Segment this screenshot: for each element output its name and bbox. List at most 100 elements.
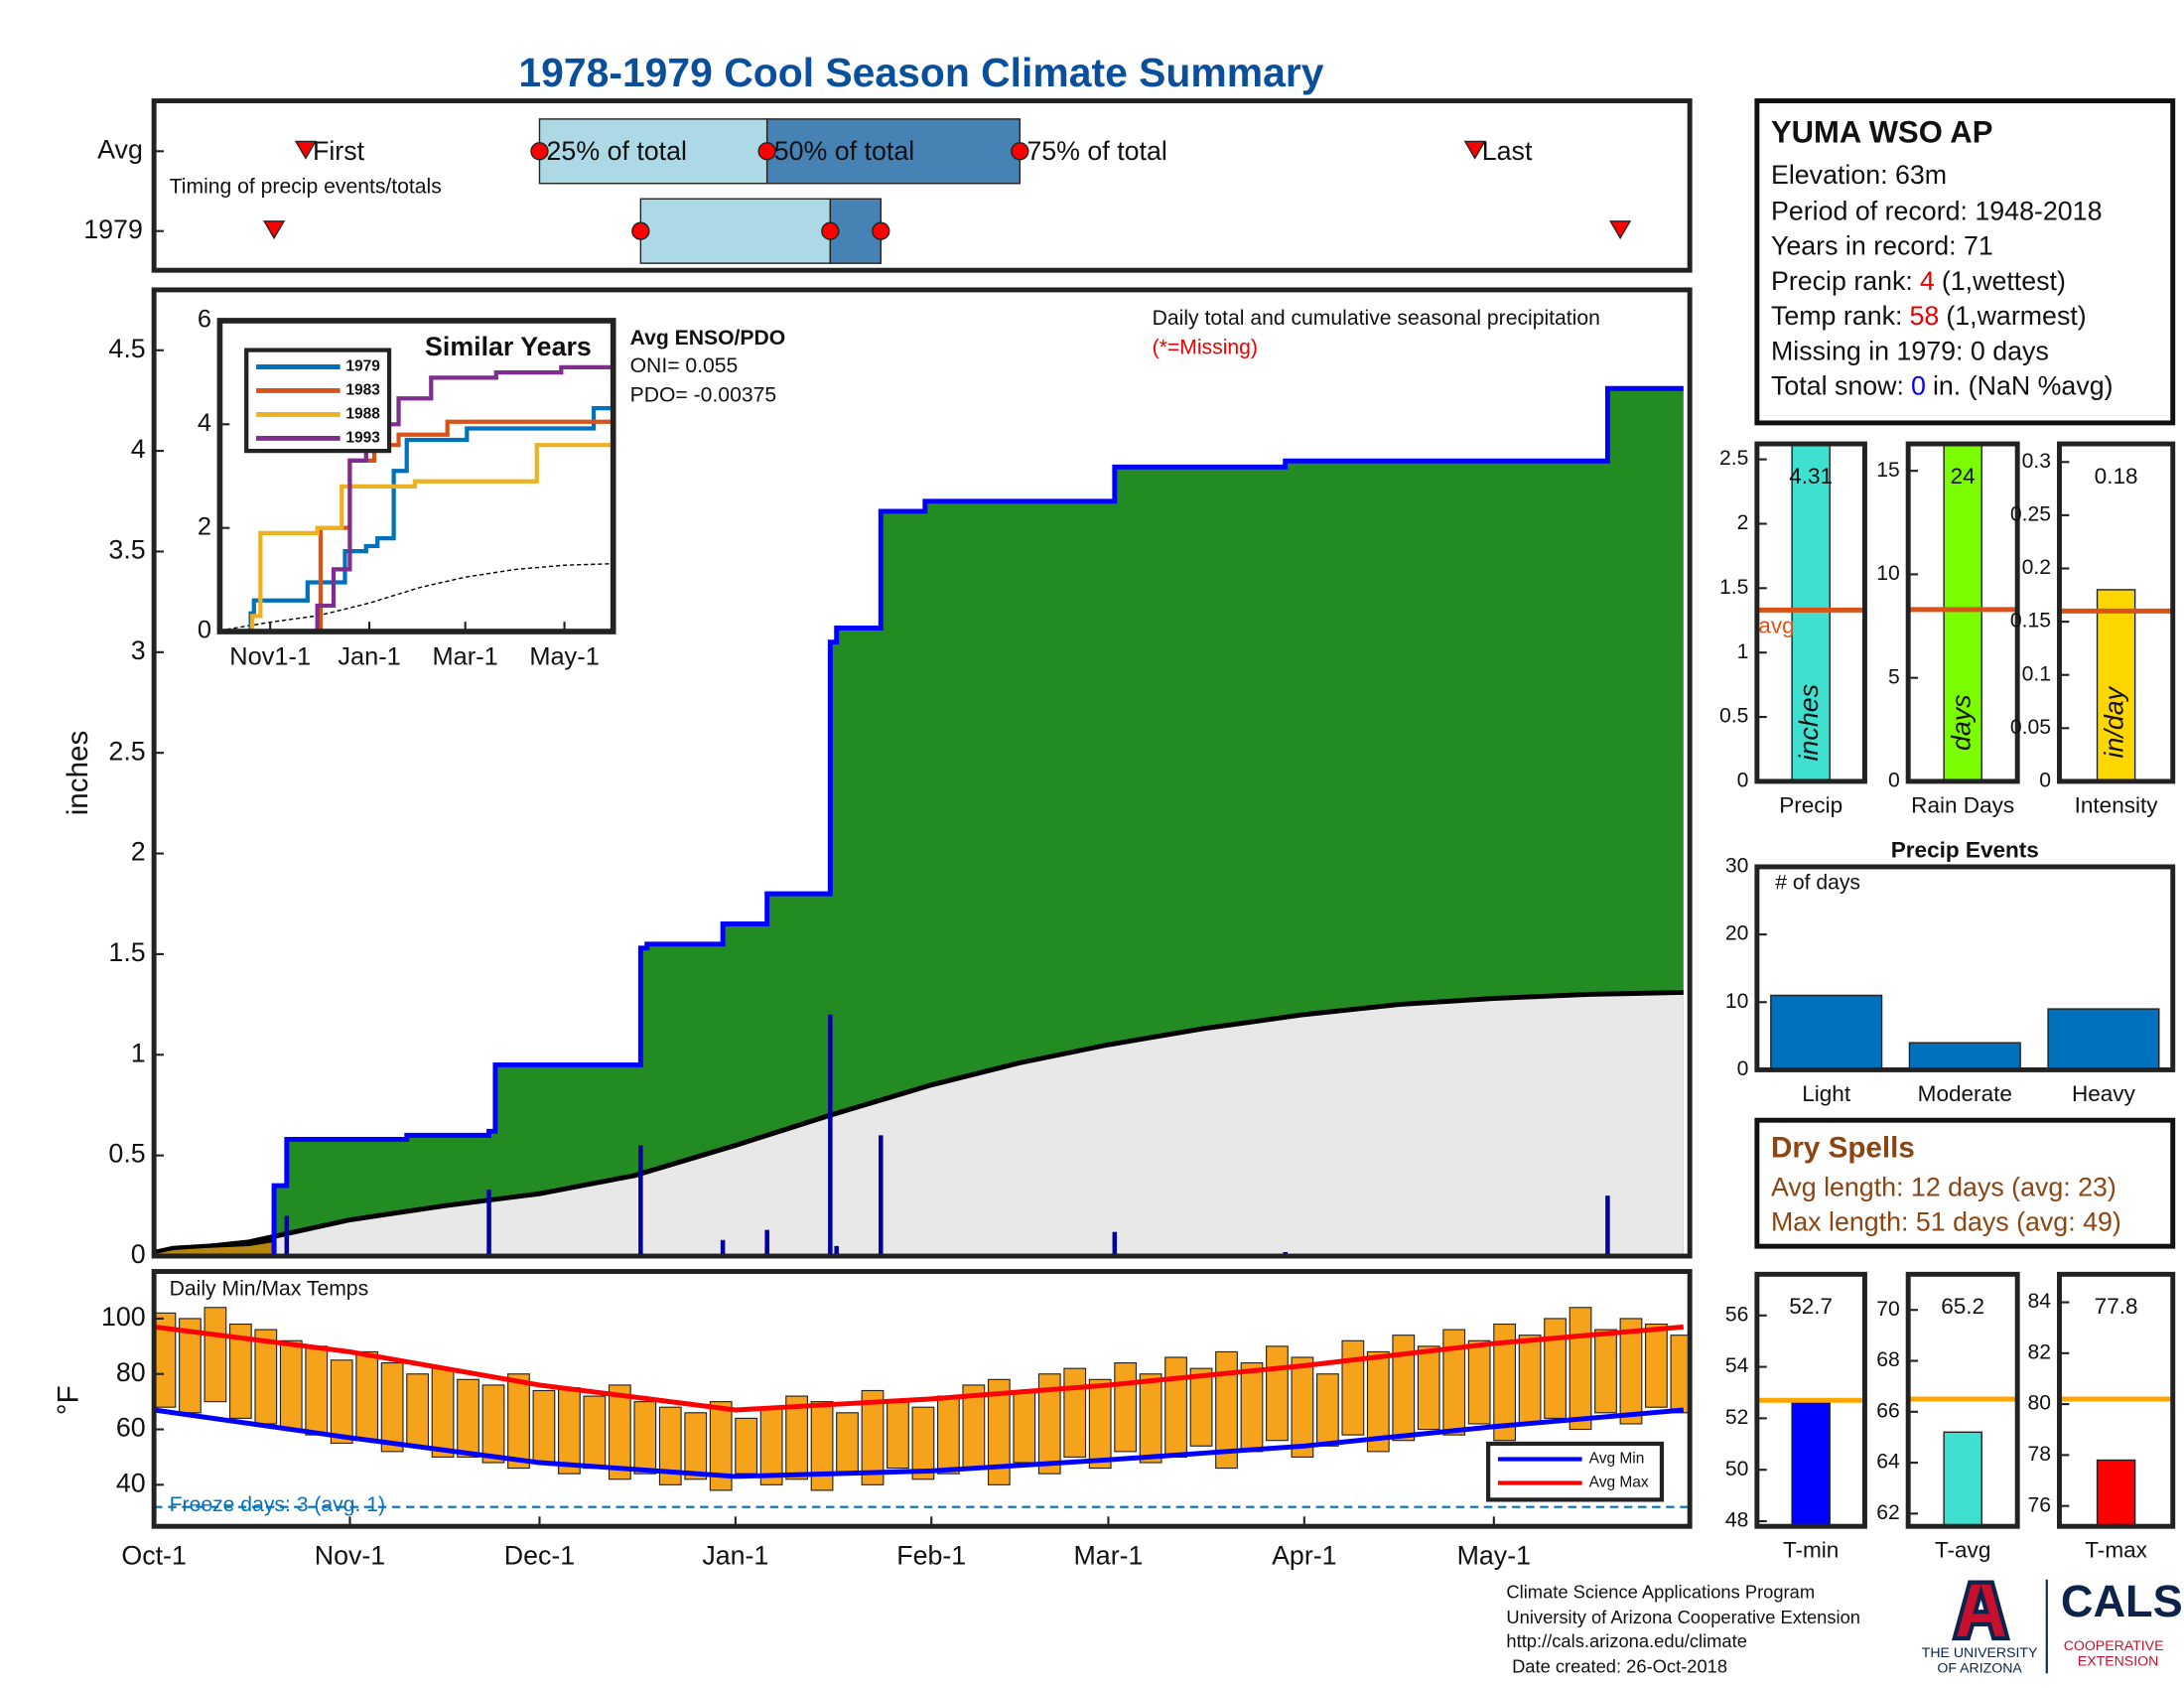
y-tick-label: 2 [1737,511,1749,534]
temp-range-bar [481,1384,505,1464]
total-marker [757,142,776,161]
temp-rank-value: 58 [1909,301,1939,331]
y-tick-label: 0 [131,1239,146,1269]
category-label: Light [1802,1081,1851,1106]
y-tick-label: 0 [198,617,211,644]
event-marker [294,140,318,160]
daily-bar [834,1245,839,1257]
annotation: # of days [1775,871,1860,894]
temp-range-bar [735,1417,758,1475]
unit-label: inches [1794,684,1824,761]
y-tick-label: 48 [1725,1509,1749,1532]
y-tick-label: 2 [198,512,211,540]
temp-range-bar [1518,1335,1542,1425]
temp-range-bar [457,1378,479,1459]
temp-range-bar [911,1406,935,1480]
x-tick-label: Oct-1 [121,1540,186,1570]
total-marker [1011,142,1029,161]
y-tick-label: 78 [2028,1443,2052,1466]
ua-text: THE UNIVERSITY [1922,1644,2038,1660]
y-tick-label: 4 [131,434,146,464]
y-tick-label: 0.25 [2010,502,2051,525]
avg-temp-line [154,1324,1685,1413]
series-line [219,443,614,633]
y-tick-label: 0.15 [2010,610,2051,633]
y-tick-label: 0.5 [108,1139,145,1169]
chart-title: Daily Min/Max Temps [170,1277,368,1300]
y-axis-label: inches [62,731,94,816]
temp-range-bar [1619,1318,1643,1425]
bar [1943,444,1982,781]
enso-pdo: PDO= -0.00375 [630,384,777,407]
dry-spells-max: Max length: 51 days (avg: 49) [1771,1207,2121,1237]
temp-range-bar [1189,1367,1213,1447]
value-label: 65.2 [1941,1294,1984,1319]
marker-label: 50% of total [774,136,914,166]
timeline-annotation: Timing of precip events/totals [170,176,442,199]
row-label: 1979 [83,214,143,244]
average-area [154,992,1684,1257]
y-tick-label: 0.5 [1719,705,1748,728]
temp-range-bar [558,1387,581,1475]
axes-frame [1905,441,2020,784]
dry-spells-title: Dry Spells [1771,1132,1915,1165]
daily-bar [1112,1231,1118,1257]
temp-range-bar [279,1339,303,1431]
temp-range-bar [633,1401,657,1475]
y-tick-label: 1.5 [1719,576,1748,599]
box-lower [639,198,832,264]
early-area [154,1239,275,1257]
daily-bar [828,1014,833,1257]
x-tick-label: Mar-1 [1073,1540,1143,1570]
y-tick-label: 30 [1725,855,1749,878]
temp-range-bar [1114,1362,1138,1453]
temp-range-bar [1088,1378,1112,1470]
inset-title: Similar Years [425,332,592,361]
legend-box [1485,1441,1665,1502]
y-tick-label: 76 [2028,1493,2052,1516]
axes-frame [2057,1271,2176,1529]
early-line [154,1237,275,1255]
precip-rank-value: 4 [1920,266,1935,296]
y-tick-label: 3.5 [108,535,145,565]
temp-range-bar [305,1345,329,1436]
total-marker [821,221,840,240]
temp-range-bar [1315,1373,1339,1447]
x-tick-label: Jan-1 [702,1540,768,1570]
temp-rank: Temp rank: 58 (1,warmest) [1771,301,2087,331]
temp-range-bar [1215,1350,1238,1470]
y-tick-label: 52 [1725,1406,1749,1429]
snow-note: in. (NaN %avg) [1933,371,2114,401]
station-years: Years in record: 71 [1771,231,1993,261]
temp-rank-label: Temp rank: [1771,301,1902,331]
marker-label: First [313,136,365,166]
cals-text: CALS [2061,1576,2183,1626]
y-tick-label: 2.5 [1719,447,1748,470]
value-label: 52.7 [1789,1294,1833,1319]
temp-range-bar [1594,1329,1617,1414]
extension-text: EXTENSION [2078,1653,2158,1669]
x-tick-label: Nov-1 [315,1540,385,1570]
axes-frame [151,1269,1693,1529]
legend-label: 1983 [345,382,380,399]
dry-spells-box [1754,1117,2176,1249]
row-label: Avg [97,134,143,164]
y-tick-label: 5 [1888,665,1900,688]
axes-frame [1754,864,2176,1072]
bar [1943,1431,1982,1527]
temp-range-bar [709,1401,733,1491]
temp-range-bar [330,1359,353,1445]
bar [1791,1399,1831,1527]
axes-frame [216,318,616,634]
extension-text: COOPERATIVE [2064,1637,2164,1653]
x-tick-label: Nov1-1 [229,643,311,671]
bar [2047,1008,2160,1070]
temp-range-bar [1037,1373,1061,1475]
temp-range-bar [532,1389,556,1464]
axes-frame [151,98,1693,273]
category-label: Precip [1779,792,1843,817]
temp-range-bar [431,1367,455,1459]
y-tick-label: 10 [1876,562,1900,585]
avg-temp-line [154,1407,1685,1479]
